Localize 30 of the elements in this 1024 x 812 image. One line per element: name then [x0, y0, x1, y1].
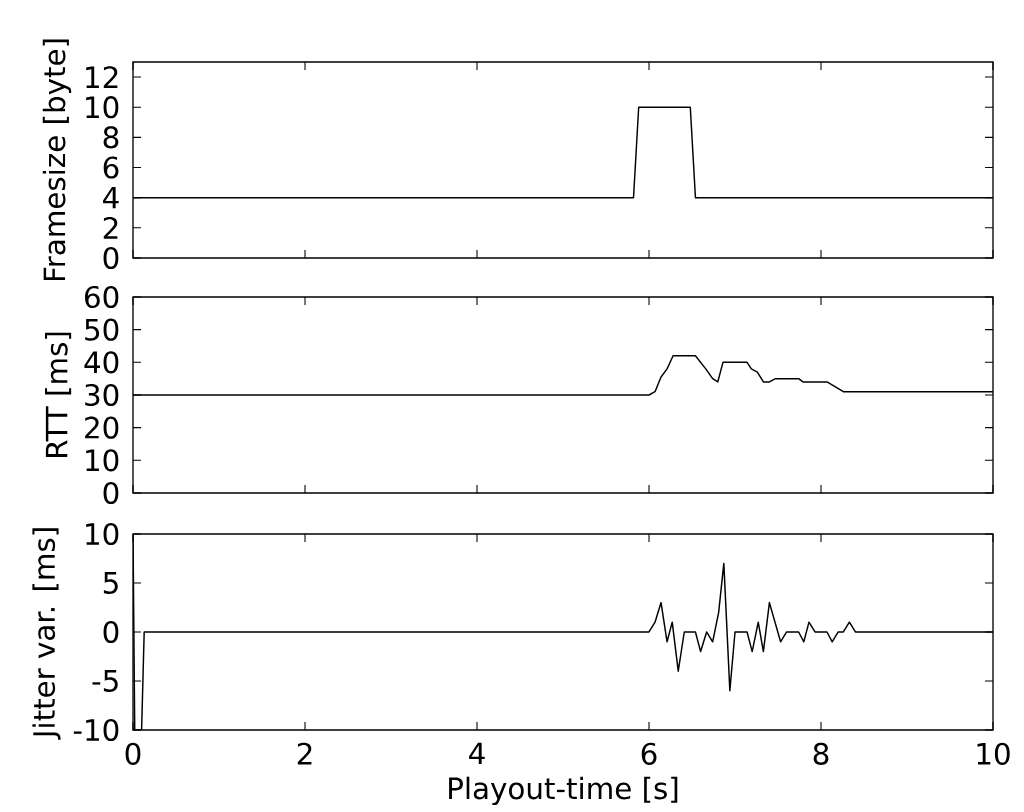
y-axis-title: Jitter var. [ms]: [32, 528, 61, 740]
x-tick-label: 0: [125, 742, 141, 765]
y-tick-label: 12: [86, 66, 118, 88]
y-axis-title: RTT [ms]: [44, 332, 72, 457]
y-tick-label: 4: [103, 186, 119, 209]
y-tick-label: 5: [103, 572, 118, 594]
y-tick-label: 0: [103, 481, 119, 505]
y-tick-label: 40: [84, 351, 119, 374]
y-tick-label: -10: [73, 718, 119, 742]
y-tick-label: 0: [103, 620, 119, 644]
y-tick-label: 6: [103, 156, 119, 179]
y-tick-label: 2: [103, 216, 118, 239]
y-tick-label: 0: [103, 246, 119, 270]
line-series: [133, 533, 994, 730]
y-tick-label: -5: [92, 670, 118, 692]
x-axis-title: Playout-time [s]: [449, 776, 678, 806]
x-tick-label: 6: [641, 742, 657, 765]
x-tick-label: 10: [977, 742, 1010, 765]
y-tick-label: 8: [103, 126, 119, 149]
y-tick-label: 60: [85, 285, 119, 309]
y-tick-label: 10: [86, 96, 119, 119]
y-axis-title: Framesize [byte]: [42, 39, 72, 281]
x-tick-label: 4: [469, 742, 485, 765]
y-tick-label: 50: [85, 318, 119, 341]
x-tick-label: 8: [813, 742, 829, 765]
y-tick-label: 10: [86, 522, 119, 546]
y-tick-label: 30: [85, 383, 119, 407]
y-tick-label: 20: [85, 416, 119, 439]
x-tick-label: 2: [297, 742, 312, 765]
y-tick-label: 10: [86, 449, 119, 472]
